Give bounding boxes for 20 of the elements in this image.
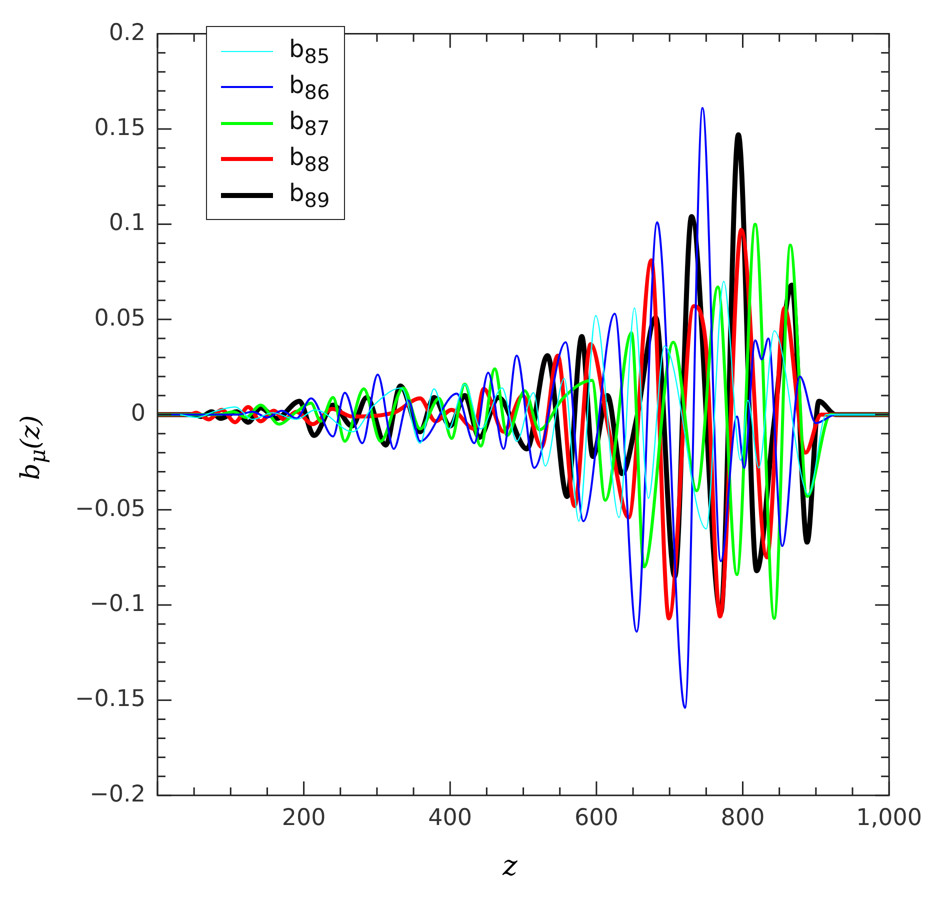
legend-label: b$_{89}$: [289, 178, 330, 212]
x-axis-title: z: [501, 849, 518, 882]
x-tick-label: 1,000: [856, 805, 922, 832]
y-tick-label: −0.05: [75, 496, 146, 522]
y-tick-label: −0.1: [90, 590, 146, 617]
y-tick-label: 0.2: [108, 20, 146, 46]
legend-label: b$_{86}$: [289, 70, 330, 104]
x-tick-label: 200: [282, 805, 326, 832]
x-tick-label: 600: [574, 805, 618, 832]
y-tick-label: 0.15: [94, 114, 146, 141]
y-tick-label: 0.1: [108, 210, 146, 236]
legend-label: b$_{88}$: [289, 142, 330, 176]
y-tick-label: 0: [130, 400, 146, 427]
y-tick-label: −0.2: [90, 781, 146, 808]
y-tick-label: −0.15: [75, 686, 146, 712]
x-tick-label: 800: [720, 805, 765, 832]
legend-label: b$_{87}$: [289, 106, 330, 140]
legend-label: b$_{85}$: [289, 34, 330, 68]
y-tick-label: 0.05: [94, 305, 146, 332]
x-tick-label: 400: [428, 805, 472, 832]
